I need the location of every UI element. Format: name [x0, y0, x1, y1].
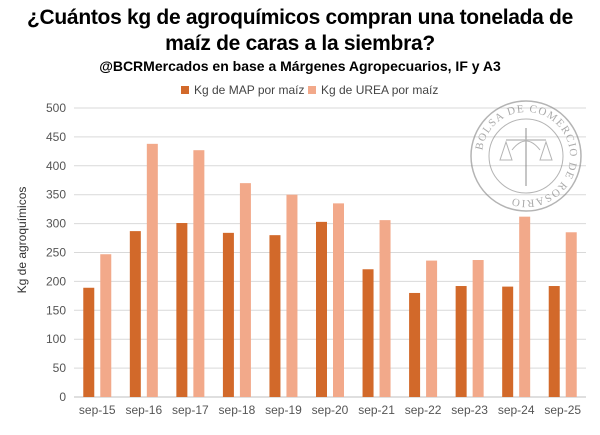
bar-urea [100, 254, 112, 397]
x-tick-label: sep-17 [172, 403, 209, 417]
bars [83, 143, 577, 397]
bar-urea [426, 260, 438, 397]
bar-map [176, 223, 188, 397]
chart-title-line1: ¿Cuántos kg de agroquímicos compran una … [27, 6, 573, 29]
y-tick-label: 200 [46, 274, 66, 288]
y-tick-label: 250 [46, 246, 66, 260]
bar-map [269, 235, 281, 397]
x-tick-label: sep-22 [405, 403, 442, 417]
bar-map [316, 221, 327, 397]
x-tick-label: sep-21 [358, 403, 395, 417]
y-axis: 0 50 100 150 200 250 300 350 400 450 500 [46, 101, 66, 404]
y-tick-label: 500 [46, 101, 66, 115]
y-tick-label: 0 [59, 390, 66, 404]
legend-swatch-map [181, 86, 189, 94]
x-axis: sep-15 sep-16 sep-17 sep-18 sep-19 sep-20 sep-… [79, 403, 581, 417]
bar-urea [472, 260, 484, 397]
legend: Kg de MAP por maíz Kg de UREA por maíz [181, 83, 438, 97]
bar-map [548, 286, 560, 397]
x-tick-label: sep-15 [79, 403, 116, 417]
y-tick-label: 400 [46, 159, 66, 173]
y-tick-label: 100 [46, 332, 66, 346]
bar-map [129, 231, 141, 397]
bar-urea [193, 150, 205, 397]
bar-map [409, 292, 421, 397]
y-tick-label: 150 [46, 303, 66, 317]
bar-urea [239, 183, 251, 397]
x-tick-label: sep-18 [219, 403, 256, 417]
bar-map [222, 232, 234, 397]
legend-label-map: Kg de MAP por maíz [194, 83, 305, 97]
y-tick-label: 450 [46, 130, 66, 144]
x-tick-label: sep-24 [498, 403, 535, 417]
bar-urea [379, 220, 391, 397]
bar-urea [333, 203, 344, 397]
bar-map [362, 269, 374, 397]
legend-label-urea: Kg de UREA por maíz [321, 83, 438, 97]
bar-map [455, 286, 467, 397]
bar-urea [519, 216, 531, 397]
y-tick-label: 350 [46, 188, 66, 202]
y-tick-label: 50 [53, 361, 67, 375]
chart-title-line2: maíz de caras a la siembra? [165, 32, 435, 55]
x-tick-label: sep-20 [312, 403, 349, 417]
bar-urea [565, 232, 577, 397]
x-tick-label: sep-16 [125, 403, 162, 417]
x-tick-label: sep-23 [451, 403, 488, 417]
x-tick-label: sep-25 [544, 403, 581, 417]
bar-urea [146, 143, 158, 397]
y-axis-label: Kg de agroquímicos [15, 187, 29, 294]
bar-urea [286, 194, 298, 397]
legend-swatch-urea [308, 86, 316, 94]
x-tick-label: sep-19 [265, 403, 302, 417]
chart-subtitle: @BCRMercados en base a Márgenes Agropecu… [99, 58, 501, 74]
bar-map [83, 287, 95, 397]
y-tick-label: 300 [46, 217, 66, 231]
bar-map [502, 286, 514, 397]
gridlines [74, 107, 586, 398]
